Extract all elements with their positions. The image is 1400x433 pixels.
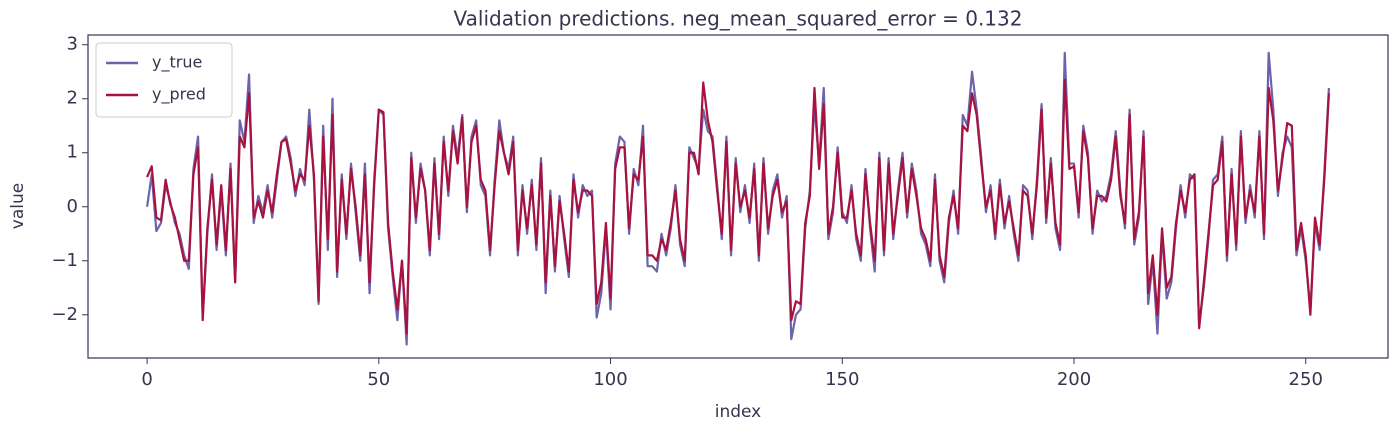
chart-title: Validation predictions. neg_mean_squared…: [454, 7, 1023, 31]
legend-box: [95, 42, 233, 118]
x-tick-label: 0: [141, 369, 152, 390]
y-tick-label: 2: [67, 88, 78, 109]
y-tick-label: −1: [51, 250, 78, 271]
series-line: [146, 51, 1331, 346]
x-tick-label: 50: [367, 369, 390, 390]
x-tick-label: 250: [1289, 369, 1323, 390]
series-line: [146, 78, 1331, 335]
y-tick-label: 0: [67, 196, 78, 217]
legend: y_true y_pred: [95, 42, 233, 118]
x-tick-label: 150: [825, 369, 859, 390]
y-axis-label: value: [8, 183, 28, 229]
y-tick-label: 1: [67, 142, 78, 163]
x-axis-label: index: [715, 402, 762, 422]
legend-label: y_true: [152, 53, 202, 73]
y-tick-label: 3: [67, 34, 78, 55]
x-tick-label: 200: [1057, 369, 1091, 390]
y-tick-label: −2: [51, 304, 78, 325]
x-tick-label: 100: [593, 369, 627, 390]
legend-label: y_pred: [152, 85, 206, 105]
plot-frame: [87, 34, 1389, 359]
